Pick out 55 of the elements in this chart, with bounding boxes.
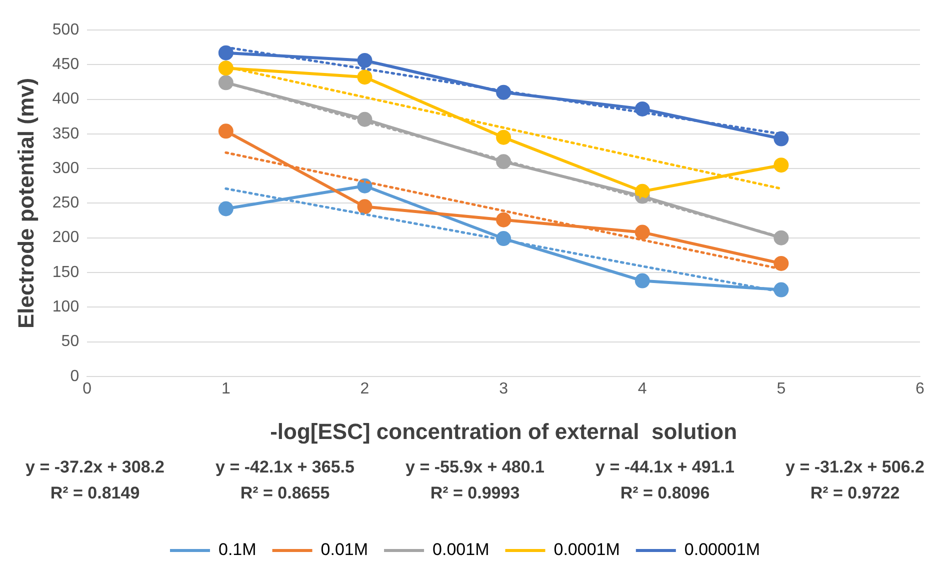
legend-label: 0.00001M	[684, 540, 760, 560]
text: R² = 0.8655	[240, 484, 330, 503]
point	[218, 60, 234, 76]
point	[634, 224, 650, 240]
point	[357, 52, 372, 68]
point	[774, 282, 789, 298]
text: y = -31.2x + 506.2	[786, 458, 924, 477]
y-tick-label: 100	[52, 298, 80, 316]
y-axis-title: Electrode potential (mv)	[13, 78, 38, 328]
point	[634, 273, 650, 288]
legend-label: 0.01M	[320, 540, 368, 560]
y-tick-label: 250	[52, 194, 80, 212]
text: R² = 0.9722	[810, 484, 900, 503]
x-tick-label: 1	[221, 380, 230, 398]
text: y = -37.2x + 308.2	[26, 458, 164, 477]
text: R² = 0.8096	[620, 484, 710, 503]
y-tick-label: 500	[52, 21, 80, 38]
y-tick-label: 350	[52, 125, 80, 142]
text: y = -44.1x + 491.1	[596, 458, 734, 477]
point	[774, 256, 789, 271]
y-tick-label: 200	[52, 229, 80, 246]
x-tick-label: 4	[638, 380, 647, 398]
point	[496, 130, 512, 145]
point	[634, 101, 650, 116]
x-tick-label: 0	[82, 380, 92, 398]
point	[774, 131, 789, 146]
point	[218, 45, 234, 60]
text: R² = 0.8149	[50, 484, 140, 503]
point	[774, 158, 789, 173]
text: y = -55.9x + 480.1	[406, 458, 544, 477]
text: y = -42.1x + 365.5	[216, 458, 354, 477]
point	[496, 212, 512, 228]
x-tick-label: 2	[360, 380, 370, 398]
point	[218, 124, 234, 139]
point	[357, 199, 372, 214]
point	[496, 84, 512, 100]
y-tick-label: 50	[61, 333, 80, 350]
legend-label: 0.0001M	[554, 540, 620, 560]
legend-label: 0.1M	[218, 540, 256, 560]
y-tick-label: 400	[52, 90, 80, 108]
x-tick-label: 3	[499, 380, 508, 398]
point	[774, 230, 789, 246]
point	[357, 70, 372, 85]
y-tick-label: 150	[52, 264, 80, 281]
x-tick-label: 6	[916, 380, 925, 398]
y-tick-label: 0	[70, 368, 80, 385]
x-tick-label: 5	[776, 380, 786, 398]
point	[218, 75, 234, 90]
point	[218, 201, 234, 216]
y-tick-label: 300	[52, 160, 80, 177]
y-tick-label: 450	[52, 56, 80, 74]
x-axis-title: -log[ESC] concentration of external solution	[270, 418, 738, 444]
legend-label: 0.001M	[432, 540, 490, 560]
point	[634, 184, 650, 199]
text: R² = 0.9993	[430, 484, 520, 503]
